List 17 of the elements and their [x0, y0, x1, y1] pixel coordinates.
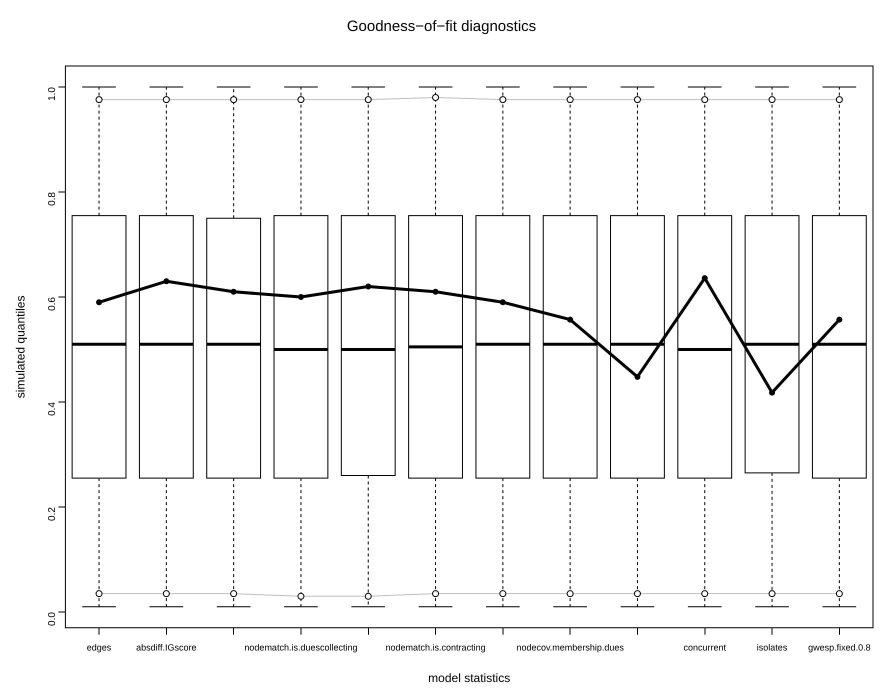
y-tick-label: 1.0: [47, 86, 58, 101]
y-tick-label: 0.8: [47, 192, 58, 206]
x-tick-label: nodematch.is.contracting: [386, 642, 486, 653]
x-tick-label: nodematch.is.duescollecting: [244, 642, 358, 653]
chart-title: Goodness−of−fit diagnostics: [346, 18, 536, 36]
x-tick-label: isolates: [756, 642, 788, 653]
y-tick-label: 0.0: [47, 612, 58, 626]
x-tick-label: edges: [86, 642, 112, 653]
x-axis-title: model statistics: [428, 671, 510, 686]
x-tick-label: concurrent: [683, 642, 727, 653]
y-axis-title: simulated quantiles: [14, 296, 28, 398]
y-tick-label: 0.2: [47, 506, 58, 521]
x-tick-label: gwesp.fixed.0.8: [808, 642, 871, 653]
x-tick-label: nodecov.membership.dues: [516, 642, 624, 653]
x-tick-label: absdiff.IGscore: [136, 642, 197, 653]
y-tick-label: 0.6: [47, 296, 58, 311]
y-tick-label: 0.4: [47, 402, 58, 416]
